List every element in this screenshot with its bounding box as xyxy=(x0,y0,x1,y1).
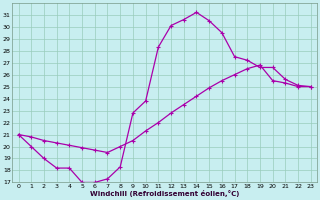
X-axis label: Windchill (Refroidissement éolien,°C): Windchill (Refroidissement éolien,°C) xyxy=(90,190,239,197)
